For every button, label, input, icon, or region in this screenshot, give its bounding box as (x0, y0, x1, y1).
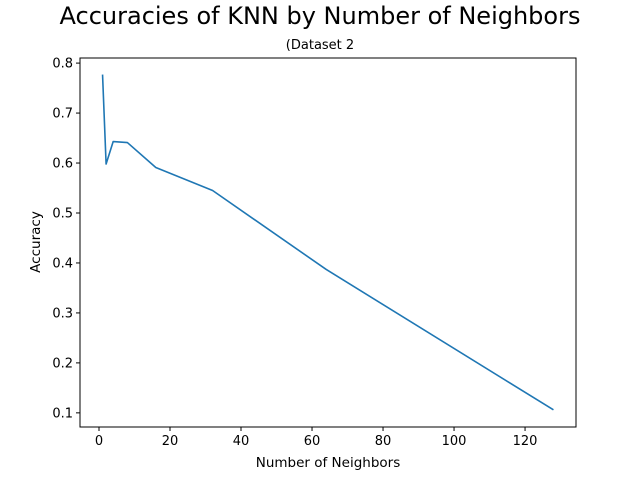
y-tick-label: 0.1 (52, 406, 73, 421)
y-tick-label: 0.8 (52, 57, 73, 72)
x-tick-label: 80 (375, 434, 392, 449)
y-tick-label: 0.2 (52, 356, 73, 371)
y-tick-label: 0.6 (52, 157, 73, 172)
x-tick-label: 120 (513, 434, 538, 449)
x-axis: 0 20 40 60 80 100 120 (95, 427, 538, 449)
y-tick-label: 0.3 (52, 306, 73, 321)
chart-title: Accuracies of KNN by Number of Neighbors (60, 2, 581, 30)
plot-area (79, 57, 577, 428)
x-tick-label: 40 (233, 434, 250, 449)
series-group (101, 74, 554, 411)
y-axis: 0.1 0.2 0.3 0.4 0.5 0.6 0.7 0.8 (52, 57, 80, 421)
x-tick-label: 100 (442, 434, 467, 449)
y-tick-label: 0.5 (52, 206, 73, 221)
y-tick-label: 0.7 (52, 107, 73, 122)
series-line (101, 74, 554, 411)
x-axis-label: Number of Neighbors (256, 455, 401, 471)
y-axis-label: Accuracy (28, 211, 44, 273)
y-tick-label: 0.4 (52, 256, 73, 271)
x-tick-label: 0 (95, 434, 103, 449)
x-tick-label: 20 (162, 434, 179, 449)
chart-subtitle: (Dataset 2 (286, 38, 354, 53)
x-tick-label: 60 (304, 434, 321, 449)
